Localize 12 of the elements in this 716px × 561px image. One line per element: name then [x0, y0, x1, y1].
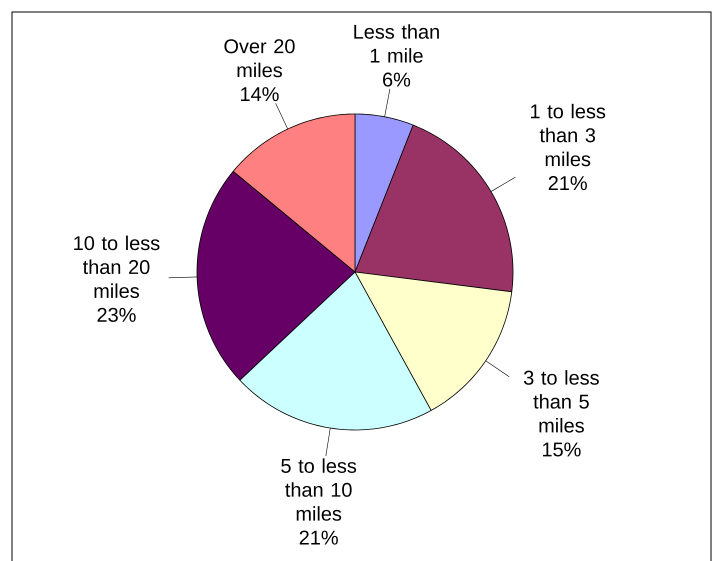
data-label: 23% — [98, 308, 136, 322]
slice-label: 1 to less than 3 miles — [530, 104, 606, 166]
slice-label: 10 to less than 20 miles — [74, 235, 160, 298]
data-label: 6% — [383, 72, 410, 86]
data-label: 15% — [542, 442, 581, 456]
data-label: 21% — [548, 176, 587, 190]
slice-label: 3 to less than 5 miles — [524, 370, 599, 432]
slice-label: Less than 1 mile — [354, 24, 439, 62]
slice-label: 5 to less than 10 miles — [281, 458, 356, 521]
data-label: 21% — [300, 530, 338, 544]
slice-label: Over 20 miles — [224, 39, 295, 78]
data-label: 14% — [241, 86, 279, 101]
